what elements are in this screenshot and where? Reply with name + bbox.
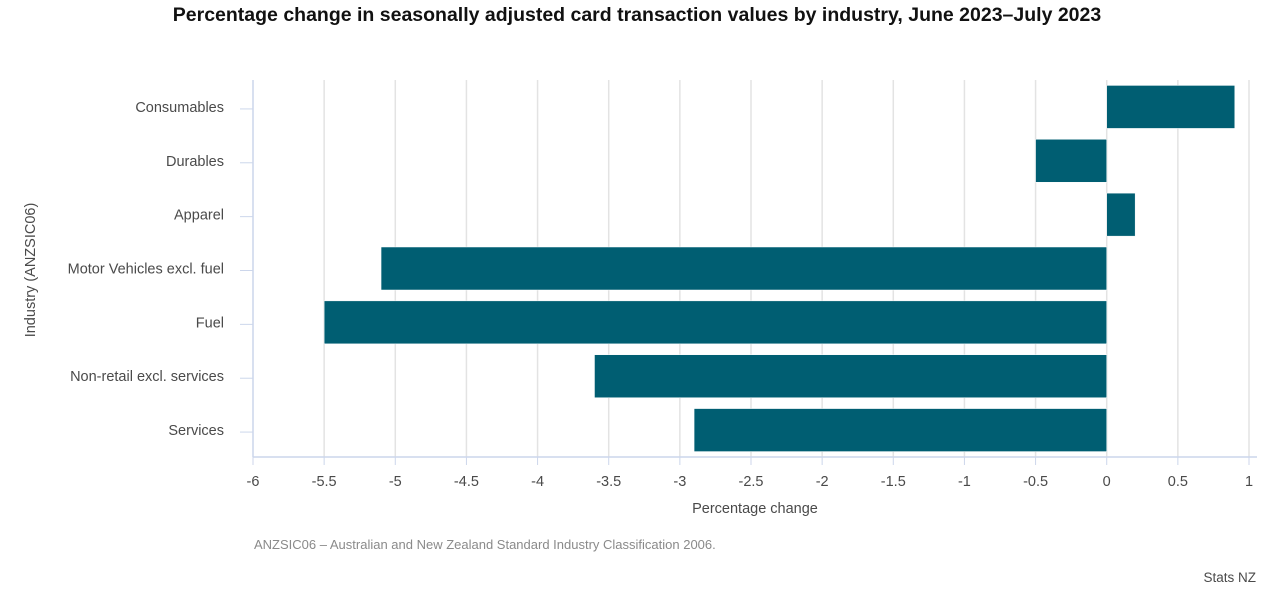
bar-consumables[interactable]	[1106, 85, 1236, 129]
bars	[323, 85, 1236, 452]
y-category-label: Consumables	[135, 100, 224, 116]
x-tick-label: -3	[673, 474, 686, 490]
y-category-label: Services	[168, 423, 224, 439]
y-category-label: Durables	[166, 154, 224, 170]
x-tick-label: -2.5	[739, 474, 764, 490]
x-tick-label: 0	[1103, 474, 1111, 490]
bar-fuel[interactable]	[323, 300, 1107, 345]
bar-durables[interactable]	[1035, 139, 1107, 183]
footnote: ANZSIC06 – Australian and New Zealand St…	[254, 537, 716, 552]
y-category-label: Motor Vehicles excl. fuel	[68, 262, 224, 278]
bar-services[interactable]	[693, 408, 1107, 452]
x-tick-label: -1.5	[881, 474, 906, 490]
bar-non-retail-excl-services[interactable]	[594, 354, 1107, 398]
x-axis-title: Percentage change	[692, 501, 818, 517]
x-tick-label: -4	[531, 474, 544, 490]
source-credit: Stats NZ	[1203, 570, 1256, 585]
bar-apparel[interactable]	[1106, 192, 1136, 237]
x-tick-label: -1	[958, 474, 971, 490]
x-tick-label: -4.5	[454, 474, 479, 490]
x-tick-label: 0.5	[1168, 474, 1188, 490]
x-axis-tick-labels: -6 -5.5 -5 -4.5 -4 -3.5 -3 -2.5 -2 -1.5 -1 -0.5 0 0.5…	[247, 474, 1253, 490]
x-tick-label: -6	[247, 474, 260, 490]
x-tick-label: 1	[1245, 474, 1253, 490]
x-tick-label: -5	[389, 474, 402, 490]
y-category-label: Fuel	[196, 315, 224, 331]
y-axis-title: Industry (ANZSIC06)	[23, 203, 39, 338]
axes	[240, 80, 1257, 458]
x-tick-label: -3.5	[596, 474, 621, 490]
chart-title: Percentage change in seasonally adjusted…	[172, 4, 1102, 26]
y-category-label: Non-retail excl. services	[70, 369, 224, 385]
bar-chart: Consumables Durables Apparel Motor Vehicles…	[23, 80, 1257, 517]
y-axis-labels: Consumables Durables Apparel Motor Vehicles…	[68, 100, 224, 439]
y-category-label: Apparel	[174, 208, 224, 224]
x-tick-label: -0.5	[1023, 474, 1048, 490]
x-tick-label: -5.5	[312, 474, 337, 490]
bar-motor-vehicles-excl-fuel[interactable]	[380, 246, 1107, 291]
x-tick-label: -2	[816, 474, 829, 490]
